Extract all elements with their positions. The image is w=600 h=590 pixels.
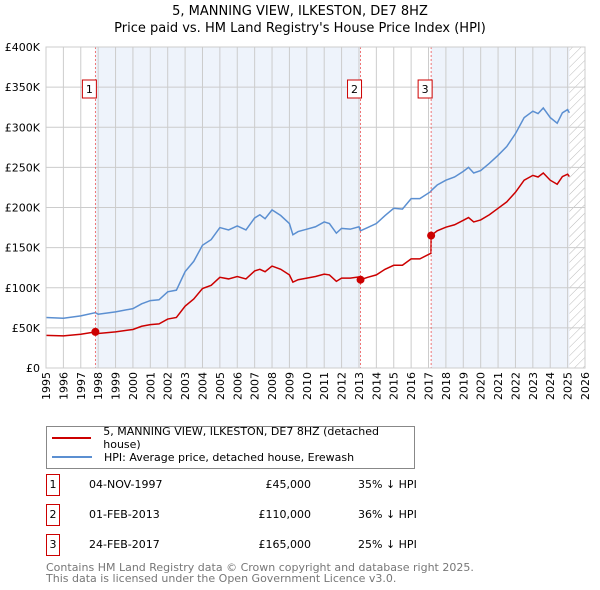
legend-label: HPI: Average price, detached house, Erew…	[104, 450, 355, 464]
legend-swatch	[52, 437, 92, 439]
x-tick-label: 2012	[336, 372, 349, 400]
sale-point	[91, 327, 100, 336]
footer-line: This data is licensed under the Open Gov…	[46, 572, 397, 585]
x-tick-label: 2024	[544, 372, 557, 400]
chart-subtitle: Price paid vs. HM Land Registry's House …	[114, 21, 486, 36]
transaction-hpi: 36% ↓ HPI	[358, 508, 417, 521]
x-tick-label: 2019	[457, 372, 470, 400]
transaction-price: £165,000	[258, 538, 312, 551]
x-tick-label: 2017	[423, 372, 436, 400]
transaction-row: 3 24-FEB-2017 £165,000 25% ↓ HPI	[46, 534, 446, 556]
legend-swatch	[52, 456, 92, 458]
y-tick-label: £200K	[5, 202, 41, 215]
x-tick-label: 2025	[562, 372, 575, 400]
sale-label: 1	[86, 83, 93, 96]
x-tick-label: 2020	[475, 372, 488, 400]
transaction-row: 1 04-NOV-1997 £45,000 35% ↓ HPI	[46, 474, 446, 496]
transaction-date: 04-NOV-1997	[89, 478, 163, 491]
x-tick-label: 2000	[127, 372, 140, 400]
sale-label-box	[417, 79, 433, 99]
x-tick-label: 2021	[492, 372, 505, 400]
transaction-date: 01-FEB-2013	[89, 508, 160, 521]
hpi-line	[45, 106, 571, 319]
x-tick-label: 1996	[57, 372, 70, 400]
x-tick-label: 2015	[388, 372, 401, 400]
sale-label-box	[347, 79, 363, 99]
y-tick-label: £150K	[5, 242, 41, 255]
transaction-hpi: 35% ↓ HPI	[358, 478, 417, 491]
y-tick-label: £400K	[5, 41, 41, 54]
transaction-price: £110,000	[258, 508, 312, 521]
marker-badge: 2	[46, 504, 60, 526]
chart-title: 5, MANNING VIEW, ILKESTON, DE7 8HZ	[172, 4, 428, 19]
x-tick-label: 2023	[527, 372, 540, 400]
footer-line: Contains HM Land Registry data © Crown c…	[46, 561, 474, 574]
plot-frame	[45, 46, 586, 369]
x-tick-label: 2008	[266, 372, 279, 400]
x-tick-label: 2026	[579, 372, 592, 400]
x-tick-label: 2002	[162, 372, 175, 400]
y-tick-label: £350K	[5, 81, 41, 94]
x-tick-label: 1995	[40, 372, 53, 400]
x-tick-label: 2016	[405, 372, 418, 400]
marker-badge: 3	[46, 534, 60, 556]
y-tick-label: £0	[26, 362, 40, 375]
sale-point	[427, 231, 436, 240]
legend-item-property: 5, MANNING VIEW, ILKESTON, DE7 8HZ (deta…	[52, 425, 414, 451]
transaction-price: £45,000	[265, 478, 312, 491]
x-tick-label: 2004	[196, 372, 209, 400]
y-tick-label: £50K	[12, 322, 41, 335]
sale-label: 2	[351, 83, 358, 96]
marker-badge: 1	[46, 474, 60, 496]
y-tick-label: £100K	[5, 282, 41, 295]
x-tick-label: 2003	[179, 372, 192, 400]
x-tick-label: 1998	[92, 372, 105, 400]
x-tick-label: 2010	[301, 372, 314, 400]
x-tick-label: 2006	[231, 372, 244, 400]
y-tick-label: £250K	[5, 161, 41, 174]
x-tick-label: 2013	[353, 372, 366, 400]
sale-point	[356, 275, 365, 284]
transaction-hpi: 25% ↓ HPI	[358, 538, 417, 551]
x-tick-label: 2001	[144, 372, 157, 400]
price-chart: 1 2 3 1995 1996 1997 1998 1999 2000 2001 2002 2003 2…	[5, 41, 592, 400]
x-tick-label: 2007	[249, 372, 262, 400]
y-tick-label: £300K	[5, 121, 41, 134]
transaction-date: 24-FEB-2017	[89, 538, 160, 551]
x-tick-label: 2009	[283, 372, 296, 400]
x-tick-label: 2005	[214, 372, 227, 400]
x-tick-label: 1997	[75, 372, 88, 400]
legend: 5, MANNING VIEW, ILKESTON, DE7 8HZ (deta…	[46, 425, 415, 469]
x-tick-label: 2022	[509, 372, 522, 400]
sale-label-box	[81, 79, 97, 99]
x-tick-label: 2014	[370, 372, 383, 400]
x-tick-label: 2011	[318, 372, 331, 400]
legend-item-hpi: HPI: Average price, detached house, Erew…	[52, 449, 354, 465]
x-tick-label: 2018	[440, 372, 453, 400]
property-price-line	[45, 171, 570, 337]
transaction-row: 2 01-FEB-2013 £110,000 36% ↓ HPI	[46, 504, 446, 526]
legend-label: 5, MANNING VIEW, ILKESTON, DE7 8HZ (deta…	[103, 425, 379, 451]
x-tick-label: 1999	[110, 372, 123, 400]
sale-label: 3	[422, 83, 429, 96]
